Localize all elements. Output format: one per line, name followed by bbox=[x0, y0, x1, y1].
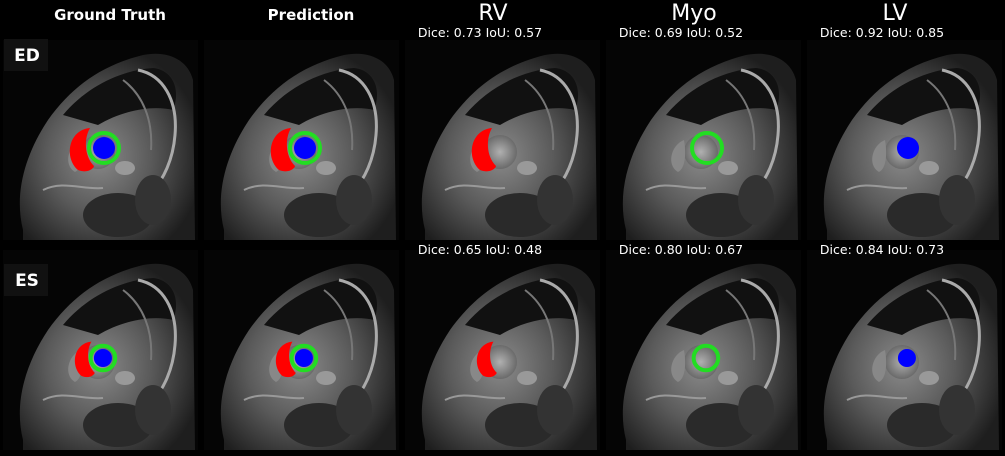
rv-overlay bbox=[476, 341, 497, 378]
row-label: ED bbox=[14, 46, 40, 66]
column-title: Prediction bbox=[268, 6, 355, 24]
mri-image bbox=[403, 248, 602, 452]
row-label-box bbox=[4, 39, 48, 71]
metric-label: Dice: 0.84 IoU: 0.73 bbox=[820, 242, 944, 257]
metric-label: Dice: 0.65 IoU: 0.48 bbox=[418, 242, 542, 257]
lv-overlay bbox=[93, 348, 112, 368]
rv-overlay bbox=[69, 128, 94, 172]
myo-overlay bbox=[691, 343, 721, 373]
mri-image bbox=[403, 38, 602, 242]
column-title: RV bbox=[478, 1, 507, 26]
metric-label: Dice: 0.80 IoU: 0.67 bbox=[619, 242, 743, 257]
lv-overlay bbox=[294, 137, 316, 159]
mri-panel bbox=[604, 248, 803, 452]
mri-panel bbox=[805, 248, 1004, 452]
mri-panel bbox=[202, 38, 401, 242]
myo-overlay bbox=[289, 343, 319, 373]
lv-overlay bbox=[93, 137, 115, 159]
metric-label: Dice: 0.92 IoU: 0.85 bbox=[820, 25, 944, 40]
mri-image bbox=[604, 248, 803, 452]
myo-overlay bbox=[690, 131, 724, 165]
metric-label: Dice: 0.73 IoU: 0.57 bbox=[418, 25, 542, 40]
lv-overlay bbox=[897, 137, 919, 159]
myo-overlay bbox=[88, 343, 118, 373]
mri-panel bbox=[604, 38, 803, 242]
rv-overlay bbox=[471, 128, 496, 172]
metric-label: Dice: 0.69 IoU: 0.52 bbox=[619, 25, 743, 40]
mri-panel bbox=[403, 248, 602, 452]
column-title: Ground Truth bbox=[54, 6, 166, 24]
rv-overlay bbox=[270, 128, 295, 172]
mri-image bbox=[604, 38, 803, 242]
row-label: ES bbox=[15, 271, 39, 291]
column-title: LV bbox=[883, 1, 908, 26]
rv-overlay bbox=[74, 341, 95, 378]
row-label-box bbox=[4, 264, 48, 296]
lv-overlay bbox=[897, 348, 916, 368]
mri-panel bbox=[202, 248, 401, 452]
myo-overlay bbox=[288, 131, 322, 165]
rv-overlay bbox=[275, 341, 296, 378]
mri-panel bbox=[1, 38, 200, 242]
mri-panel bbox=[805, 38, 1004, 242]
lv-overlay bbox=[294, 348, 313, 368]
mri-panel bbox=[403, 38, 602, 242]
mri-panel bbox=[1, 248, 200, 452]
myo-overlay bbox=[87, 131, 121, 165]
column-title: Myo bbox=[671, 1, 716, 26]
